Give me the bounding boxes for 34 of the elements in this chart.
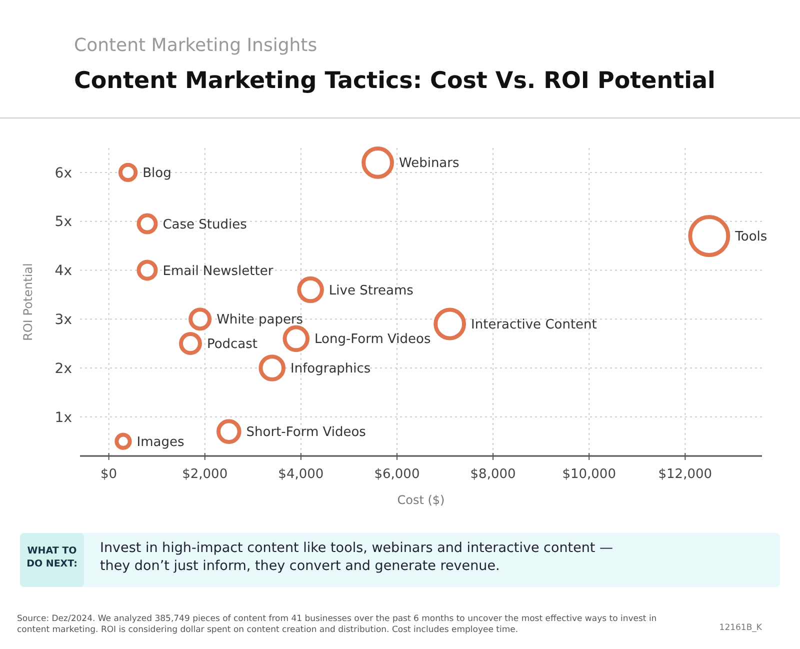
x-tick-label: $0 [100, 467, 118, 482]
x-tick-label: $6,000 [374, 467, 420, 482]
series-label: Case Studies [162, 217, 248, 232]
x-tick-label: $8,000 [470, 467, 516, 482]
chart-subtitle: Content Marketing Insights [74, 35, 318, 56]
y-tick-label: 3x [54, 312, 72, 328]
series-label: Tools [734, 230, 768, 245]
series-label: Interactive Content [471, 318, 597, 333]
series-label: Infographics [290, 362, 371, 377]
series-label: Email Newsletter [162, 264, 274, 279]
text: WHAT TO DO NEXT: [26, 546, 78, 570]
y-tick-label: 4x [54, 263, 72, 280]
series-label: Long-Form Videos [314, 332, 431, 348]
x-tick-label: $12,000 [658, 467, 712, 482]
series-label: Blog [142, 166, 172, 181]
chart-title: Content Marketing Tactics: Cost Vs. ROI Potential [74, 68, 716, 94]
y-axis-title: ROI Potential [21, 263, 35, 341]
series-label: Webinars [398, 156, 460, 172]
x-tick-label: $4,000 [278, 467, 324, 482]
text: Invest in high-impact content like tools, webinars and interactive content — they don’t just inform, they convert and generate revenue. [100, 540, 614, 574]
series-label: Short-Form Videos [246, 425, 366, 440]
text: 12161B_K [719, 623, 762, 633]
y-tick-label: 2x [54, 360, 72, 377]
x-axis-title: Cost ($) [397, 493, 445, 507]
y-tick-label: 6x [54, 165, 72, 182]
x-tick-label: $2,000 [182, 467, 228, 482]
series-label: Podcast [206, 337, 258, 352]
y-tick-label: 1x [54, 410, 72, 426]
y-tick-label: 5x [54, 214, 72, 230]
series-label: Live Streams [328, 283, 414, 298]
x-tick-label: $10,000 [562, 467, 616, 482]
source-note: Source: Dez/2024. We analyzed 385,749 pieces of content from 41 businesses over the past 6 months to uncover the most effective ways to invest in content marketing. ROI is considering dollar spent on content creation and distribution. Cost includes employee time. [17, 614, 657, 635]
series-label: White papers [216, 312, 304, 328]
series-label: Images [136, 434, 185, 450]
